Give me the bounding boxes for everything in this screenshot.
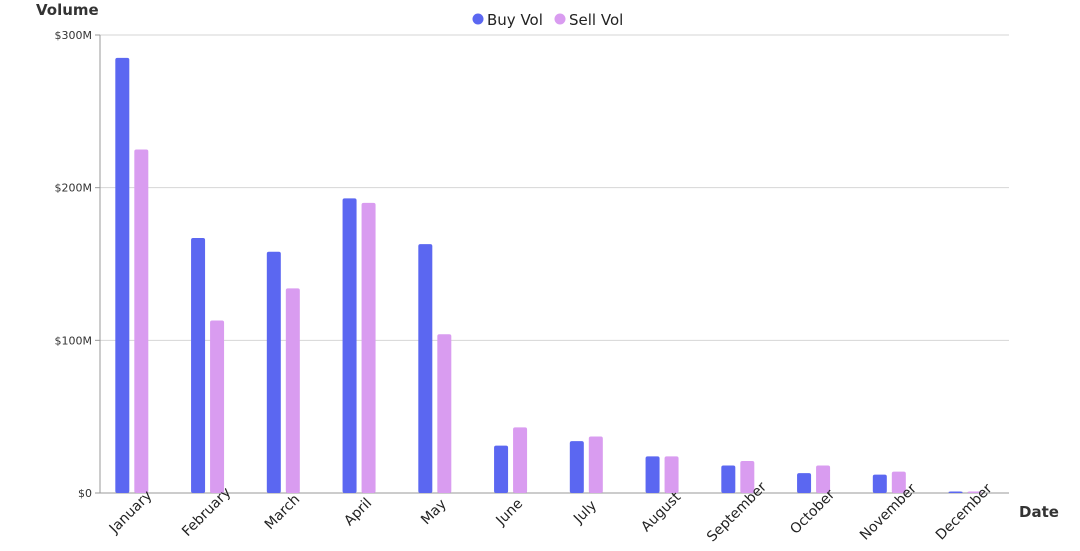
bar-buy-vol-september <box>721 465 736 493</box>
x-tick-label: September <box>704 479 770 545</box>
x-tick-label: June <box>493 496 527 530</box>
x-tick-label: March <box>262 491 303 532</box>
bar-sell-vol-february <box>210 320 225 493</box>
bar-sell-vol-january <box>134 149 149 493</box>
bar-buy-vol-may <box>418 244 433 493</box>
x-tick-label: December <box>933 481 996 544</box>
y-tick-label: $200M <box>55 182 93 195</box>
y-tick-label: $0 <box>78 487 92 500</box>
legend-marker <box>554 13 566 25</box>
x-axis-title: Date <box>1019 503 1059 521</box>
bar-buy-vol-april <box>342 198 357 493</box>
bars <box>115 57 982 494</box>
bar-buy-vol-july <box>569 441 584 493</box>
bar-buy-vol-october <box>797 473 812 493</box>
bar-sell-vol-september <box>740 460 755 493</box>
bar-sell-vol-august <box>664 456 679 493</box>
bar-buy-vol-march <box>266 251 281 493</box>
bar-buy-vol-december <box>948 491 963 493</box>
legend-marker <box>472 13 484 25</box>
y-tick-label: $300M <box>55 29 93 42</box>
bar-buy-vol-june <box>494 445 509 493</box>
legend-label: Sell Vol <box>569 11 623 29</box>
legend-label: Buy Vol <box>487 11 543 29</box>
bar-buy-vol-february <box>191 238 206 493</box>
bar-sell-vol-november <box>891 471 906 493</box>
x-tick-label: November <box>857 481 920 544</box>
bar-sell-vol-may <box>437 334 452 493</box>
bar-buy-vol-january <box>115 57 130 494</box>
bar-sell-vol-july <box>588 436 603 493</box>
x-tick-label: July <box>570 498 600 528</box>
bar-sell-vol-december <box>967 491 982 493</box>
category-labels: January February March April May June July Augu… <box>106 479 996 545</box>
bar-sell-vol-march <box>285 288 300 493</box>
y-tick-label: $100M <box>55 334 93 347</box>
x-tick-label: January <box>106 488 156 538</box>
bar-sell-vol-june <box>513 427 528 493</box>
x-tick-label: April <box>341 495 375 529</box>
gridlines <box>100 34 1009 494</box>
bar-buy-vol-november <box>872 474 887 493</box>
y-axis-title: Volume <box>36 1 99 19</box>
x-tick-label: October <box>787 487 838 538</box>
axes: $0 $100M $200M $300M <box>55 29 101 500</box>
legend: Buy Vol Sell Vol <box>472 11 623 29</box>
x-tick-label: May <box>418 496 450 528</box>
bar-sell-vol-april <box>361 202 376 493</box>
bar-buy-vol-august <box>645 456 660 493</box>
bar-sell-vol-october <box>816 465 831 493</box>
x-tick-label: August <box>638 489 684 535</box>
